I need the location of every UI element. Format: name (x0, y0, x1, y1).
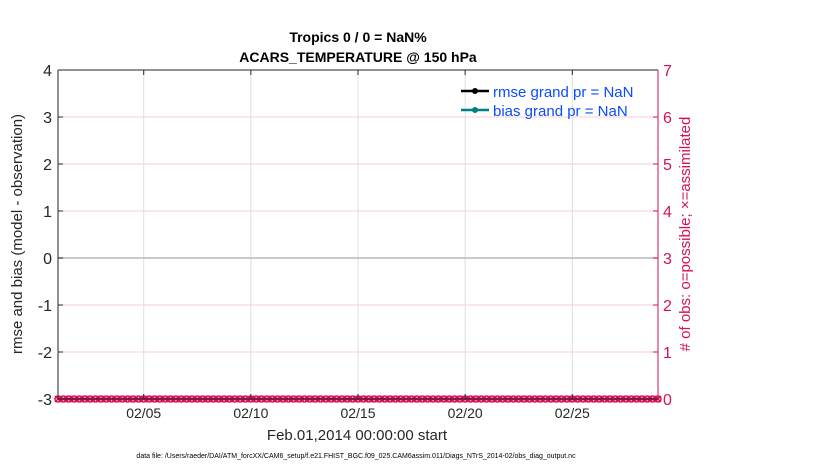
y2-axis-label: # of obs: o=possible; ×=assimilated (677, 117, 694, 352)
axes: 02/05 02/10 02/15 02/20 02/25 0 1 2 3 4 5 6 7 -3 -2 -1 0… (38, 63, 672, 421)
y2-tick-label: 0 (663, 392, 672, 409)
legend-rmse-label: rmse grand pr = NaN (493, 84, 633, 101)
x-tick-label: 02/05 (126, 405, 161, 421)
x-axis-label: Feb.01,2014 00:00:00 start (267, 427, 448, 444)
chart-title-line2: ACARS_TEMPERATURE @ 150 hPa (239, 49, 477, 65)
y-tick-label: 3 (43, 110, 52, 127)
y-tick-label: -1 (38, 298, 52, 315)
y-tick-label: 2 (43, 157, 52, 174)
y2-tick-label: 4 (663, 204, 672, 221)
x-tick-label: 02/15 (340, 405, 375, 421)
y2-tick-label: 1 (663, 345, 672, 362)
y2-tick-label: 3 (663, 251, 672, 268)
legend-bias-label: bias grand pr = NaN (493, 103, 628, 120)
chart-title-line1: Tropics 0 / 0 = NaN% (289, 29, 427, 45)
x-tick-label: 02/20 (448, 405, 483, 421)
y-tick-label: 4 (43, 63, 52, 80)
y2-tick-label: 6 (663, 110, 672, 127)
y-tick-label: 0 (43, 251, 52, 268)
legend-rmse-marker (472, 88, 478, 94)
x-tick-label: 02/10 (233, 405, 268, 421)
legend: rmse grand pr = NaN bias grand pr = NaN (461, 84, 633, 120)
y-axis-label: rmse and bias (model - observation) (9, 114, 26, 354)
y-tick-label: 1 (43, 204, 52, 221)
y-tick-label: -2 (38, 345, 52, 362)
x-tick-label: 02/25 (555, 405, 590, 421)
y2-tick-label: 5 (663, 157, 672, 174)
y-tick-label: -3 (38, 392, 52, 409)
y2-tick-label: 2 (663, 298, 672, 315)
footnote: data file: /Users/raeder/DAI/ATM_forcXX/… (136, 453, 576, 460)
legend-bias-marker (472, 107, 478, 113)
y2-tick-label: 7 (663, 63, 672, 80)
